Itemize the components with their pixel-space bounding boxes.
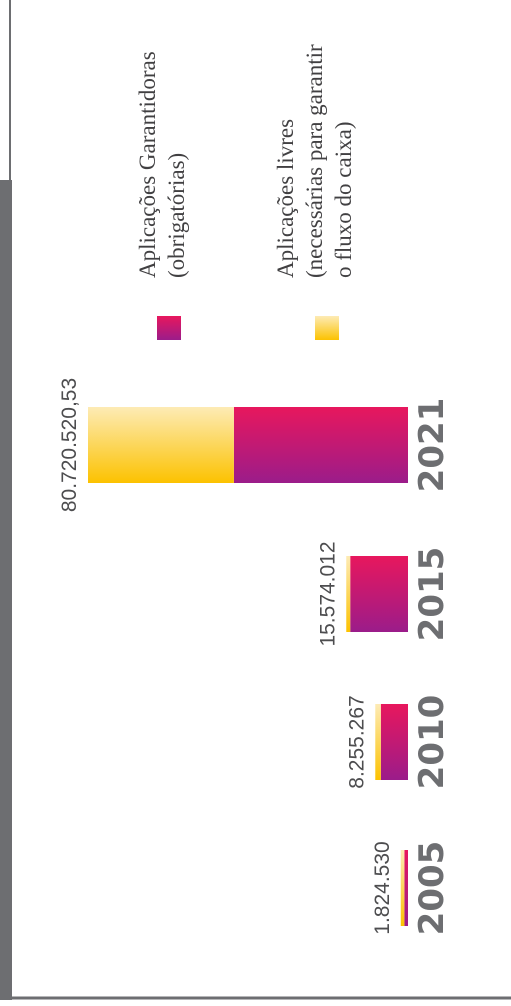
legend-label: Aplicações livres (273, 119, 298, 278)
total-label: 8.255.267 (345, 695, 368, 788)
legend-label: Aplicações Garantidoras (135, 51, 160, 278)
side-strip (0, 180, 12, 1000)
bar-segment (88, 407, 234, 483)
bar-segment (380, 704, 408, 780)
category-label: 2005 (412, 841, 452, 936)
legend-label: (obrigatórias) (164, 153, 189, 278)
legend-swatch (157, 316, 181, 340)
legend-label: o fluxo do caixa) (331, 122, 356, 278)
total-label: 80.720.520,53 (58, 378, 81, 512)
total-label: 15.574.012 (316, 541, 339, 646)
bar-segment (404, 850, 408, 926)
bar-segment (233, 407, 408, 483)
category-label: 2010 (412, 695, 452, 790)
category-label: 2015 (412, 547, 452, 642)
legend-swatch (315, 316, 339, 340)
bar-segment (400, 850, 405, 926)
category-label: 2021 (412, 398, 452, 493)
bar-segment (375, 704, 381, 780)
legend-label: (necessárias para garantir (302, 44, 327, 278)
total-label: 1.824.530 (371, 841, 394, 934)
bar-segment (350, 556, 408, 632)
bar-segment (346, 556, 351, 632)
